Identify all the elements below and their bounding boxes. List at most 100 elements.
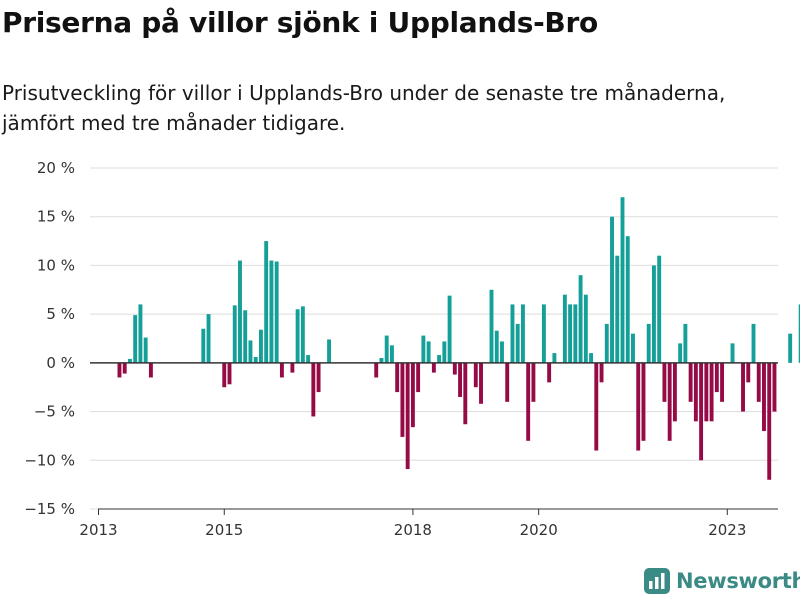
bar	[138, 304, 143, 363]
bar	[447, 295, 452, 363]
bar	[526, 362, 531, 441]
bar	[379, 357, 384, 363]
bar	[384, 335, 389, 363]
bar	[374, 362, 379, 378]
bar	[489, 289, 494, 363]
bar	[452, 362, 457, 375]
bar	[762, 362, 766, 432]
y-tick-label: 20 %	[37, 159, 75, 177]
bar	[651, 265, 656, 363]
bar	[400, 362, 405, 437]
x-tick-label: 2018	[394, 521, 432, 539]
bar	[646, 323, 651, 363]
bar	[442, 341, 447, 363]
bar	[243, 310, 248, 363]
bar	[431, 362, 436, 373]
bar	[772, 362, 777, 412]
bar	[583, 294, 588, 363]
bar	[437, 355, 442, 363]
bar	[578, 275, 583, 363]
bar	[311, 362, 316, 417]
bar	[405, 362, 410, 470]
bar	[741, 362, 745, 412]
bar	[662, 362, 667, 402]
bar	[520, 304, 525, 363]
bar	[610, 216, 614, 363]
bar	[264, 241, 269, 363]
bar	[269, 260, 274, 363]
bar	[479, 362, 483, 404]
page-title: Priserna på villor sjönk i Upplands-Bro	[2, 6, 598, 39]
bar	[798, 304, 800, 363]
bar	[672, 362, 677, 422]
bar	[201, 328, 206, 363]
bar	[258, 329, 263, 363]
bar	[410, 362, 415, 428]
bar	[421, 335, 426, 363]
bar	[232, 305, 237, 363]
bar	[222, 362, 227, 388]
bar-chart: 20 % 15 % 10 % 5 % 0 % −5 % −10 % −15 %2013 2015…	[24, 159, 800, 539]
bar	[641, 362, 646, 441]
bar	[426, 341, 431, 363]
bar	[248, 340, 253, 363]
bar	[290, 362, 295, 373]
bar	[295, 309, 300, 363]
bar	[788, 333, 793, 363]
bar	[615, 255, 620, 363]
bar	[279, 362, 284, 378]
bar	[547, 362, 552, 383]
bar	[594, 362, 599, 451]
bar	[389, 345, 394, 363]
bar	[714, 362, 719, 393]
bar	[541, 304, 546, 363]
bar	[678, 343, 683, 363]
bar	[589, 353, 594, 363]
x-tick-label: 2020	[520, 521, 558, 539]
x-tick-label: 2013	[79, 521, 117, 539]
bar	[515, 323, 520, 363]
bar	[122, 362, 127, 374]
bar	[316, 362, 321, 393]
y-tick-label: −10 %	[24, 451, 75, 469]
bar	[300, 306, 305, 363]
bar	[327, 339, 332, 363]
y-tick-label: −5 %	[34, 403, 75, 421]
bar	[709, 362, 714, 422]
bar	[746, 362, 751, 383]
bar	[667, 362, 672, 441]
bar	[693, 362, 698, 422]
bar	[568, 304, 573, 363]
bar	[463, 362, 468, 425]
bar	[657, 255, 662, 363]
newsworthy-logo-icon	[644, 568, 670, 594]
bar	[206, 314, 211, 363]
bar	[127, 358, 132, 363]
bar	[573, 304, 578, 363]
bar	[531, 362, 536, 402]
bar	[604, 323, 609, 363]
x-tick-label: 2023	[708, 521, 746, 539]
bar	[704, 362, 709, 422]
bar	[238, 260, 242, 363]
bar	[625, 236, 630, 363]
bar	[599, 362, 604, 383]
bar	[473, 362, 478, 388]
bar	[767, 362, 772, 480]
bar	[117, 362, 122, 378]
bar	[395, 362, 400, 393]
x-tick-label: 2015	[205, 521, 243, 539]
y-tick-label: 10 %	[37, 256, 75, 274]
y-tick-label: 15 %	[37, 208, 75, 226]
bar	[306, 355, 311, 363]
bar	[688, 362, 693, 402]
bar	[720, 362, 725, 402]
brand-name: Newsworthy	[676, 569, 800, 593]
page-subtitle: Prisutveckling för villor i Upplands-Bro…	[2, 81, 726, 135]
bar	[505, 362, 510, 402]
bar	[751, 323, 756, 363]
y-tick-label: −15 %	[24, 500, 75, 518]
bar	[274, 261, 279, 363]
bar	[458, 362, 463, 397]
bar	[148, 362, 153, 378]
